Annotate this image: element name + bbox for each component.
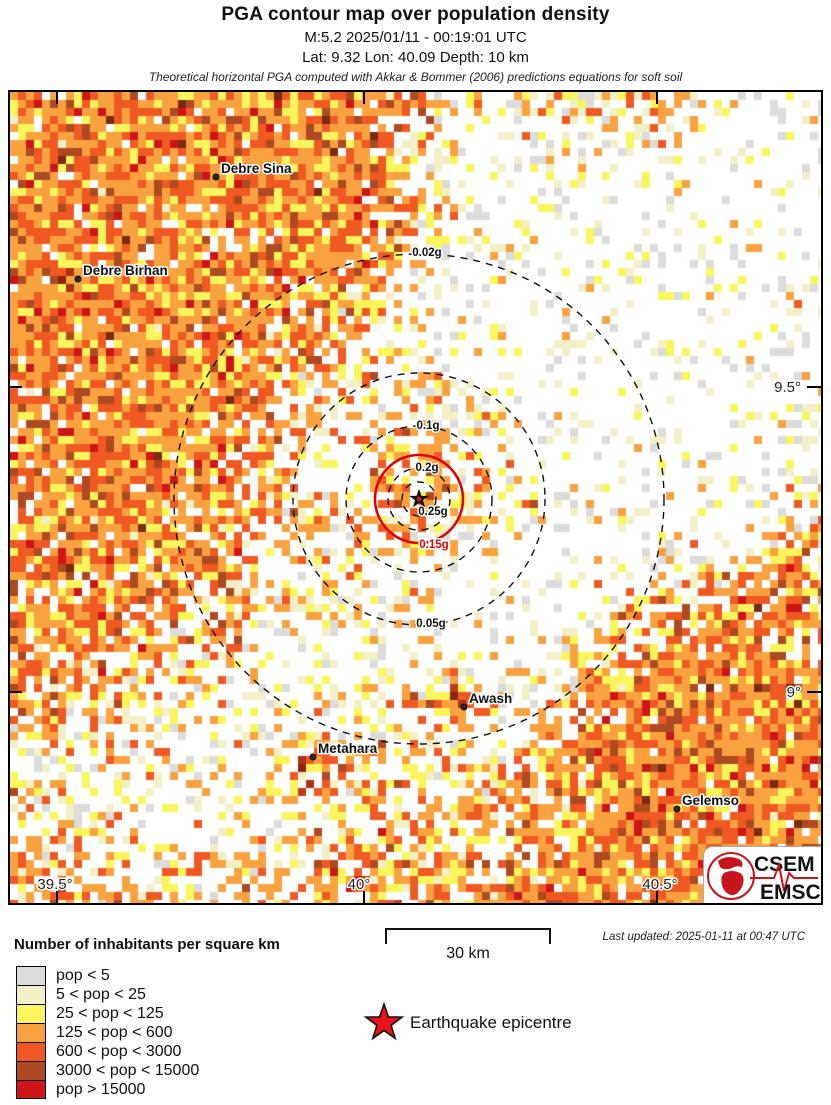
legend-swatch-2 <box>16 1004 46 1023</box>
legend-swatch-0 <box>16 966 46 985</box>
event-location-depth: Lat: 9.32 Lon: 40.09 Depth: 10 km <box>302 49 529 66</box>
scale-bar-label: 30 km <box>446 945 490 962</box>
legend-entry-label: 125 < pop < 600 <box>56 1024 173 1041</box>
event-magnitude-time: M:5.2 2025/01/11 - 00:19:01 UTC <box>304 29 527 46</box>
header: PGA contour map over population density … <box>0 0 831 84</box>
legend-swatch-4 <box>16 1042 46 1061</box>
pga-contour-label-0.2g: 0.2g <box>415 462 438 474</box>
city-dot-Gelemso <box>673 805 681 813</box>
logo-csem-text: CSEM <box>754 853 815 876</box>
legend-swatch-6 <box>16 1080 46 1099</box>
city-label-Gelemso: Gelemso <box>682 793 739 808</box>
last-updated-text: Last updated: 2025-01-11 at 00:47 UTC <box>602 931 805 943</box>
logo-africa-shape <box>721 871 744 896</box>
pga-contour-label-0.15g: 0.15g <box>419 539 448 551</box>
legend-swatch-5 <box>16 1061 46 1080</box>
scale-bar <box>385 928 551 944</box>
pga-contour-label-0.25g: 0.25g <box>418 506 447 518</box>
scale-bar-bracket <box>385 928 551 944</box>
pga-contour-label-0.1g: 0.1g <box>416 420 439 432</box>
logo-europe-shape <box>718 857 743 870</box>
map-overlay: 0.02g 0.05g 0.1g 0.15g 0.2g 0.25g 39.5° 40° 40.5… <box>10 92 821 903</box>
pga-contour-0.15g <box>373 453 465 545</box>
pga-contour-label-0.05g: 0.05g <box>416 618 445 630</box>
epicenter-star-center <box>416 496 422 502</box>
city-label-Debre Birhan: Debre Birhan <box>83 263 168 278</box>
legend-swatch-1 <box>16 985 46 1004</box>
epicentre-star-icon <box>363 1002 405 1041</box>
legend-entry-label: 5 < pop < 25 <box>56 986 146 1003</box>
legend-entry-label: 3000 < pop < 15000 <box>56 1062 200 1079</box>
city-dot-Debre Sina <box>212 173 220 181</box>
pga-contour-0.05g <box>292 372 546 626</box>
logo-emsc-text: EMSC <box>760 881 821 903</box>
latitude-label-9.5°: 9.5° <box>774 379 801 396</box>
legend-entry-label: 600 < pop < 3000 <box>56 1043 182 1060</box>
pga-contour-0.1g <box>345 425 493 573</box>
longitude-label-40.5°: 40.5° <box>642 876 677 893</box>
csem-emsc-logo-graphic: CSEM EMSC <box>707 852 821 904</box>
map-frame: 0.02g 0.05g 0.1g 0.15g 0.2g 0.25g 39.5° 40° 40.5… <box>8 90 823 905</box>
pga-contour-0.2g <box>387 467 451 531</box>
city-dot-Debre Birhan <box>74 275 82 283</box>
legend-entry-label: 25 < pop < 125 <box>56 1005 164 1022</box>
pga-method-note: Theoretical horizontal PGA computed with… <box>148 70 683 84</box>
pga-contour-0.25g <box>401 481 437 517</box>
logo-seismogram-icon <box>750 861 818 892</box>
page-title: PGA contour map over population density <box>221 4 610 25</box>
legend-entry-label: pop > 15000 <box>56 1081 146 1098</box>
city-dot-Awash <box>460 703 468 711</box>
pga-contour-0.02g <box>173 253 665 745</box>
longitude-label-39.5°: 39.5° <box>37 876 72 893</box>
city-label-Debre Sina: Debre Sina <box>221 161 292 176</box>
epicentre-star-shape <box>363 1002 405 1041</box>
city-label-Awash: Awash <box>469 691 512 706</box>
legend-swatch-3 <box>16 1023 46 1042</box>
legend-entry-label: pop < 5 <box>56 967 110 984</box>
city-dot-Metahara <box>309 753 317 761</box>
city-label-Metahara: Metahara <box>318 741 378 756</box>
longitude-label-40°: 40° <box>348 876 371 893</box>
legend-title: Number of inhabitants per square km <box>14 936 280 953</box>
latitude-label-9°: 9° <box>787 684 801 701</box>
epicentre-legend-label: Earthquake epicentre <box>410 1013 572 1032</box>
pga-contour-label-0.02g: 0.02g <box>412 247 441 259</box>
csem-emsc-logo: CSEM EMSC <box>703 846 821 904</box>
